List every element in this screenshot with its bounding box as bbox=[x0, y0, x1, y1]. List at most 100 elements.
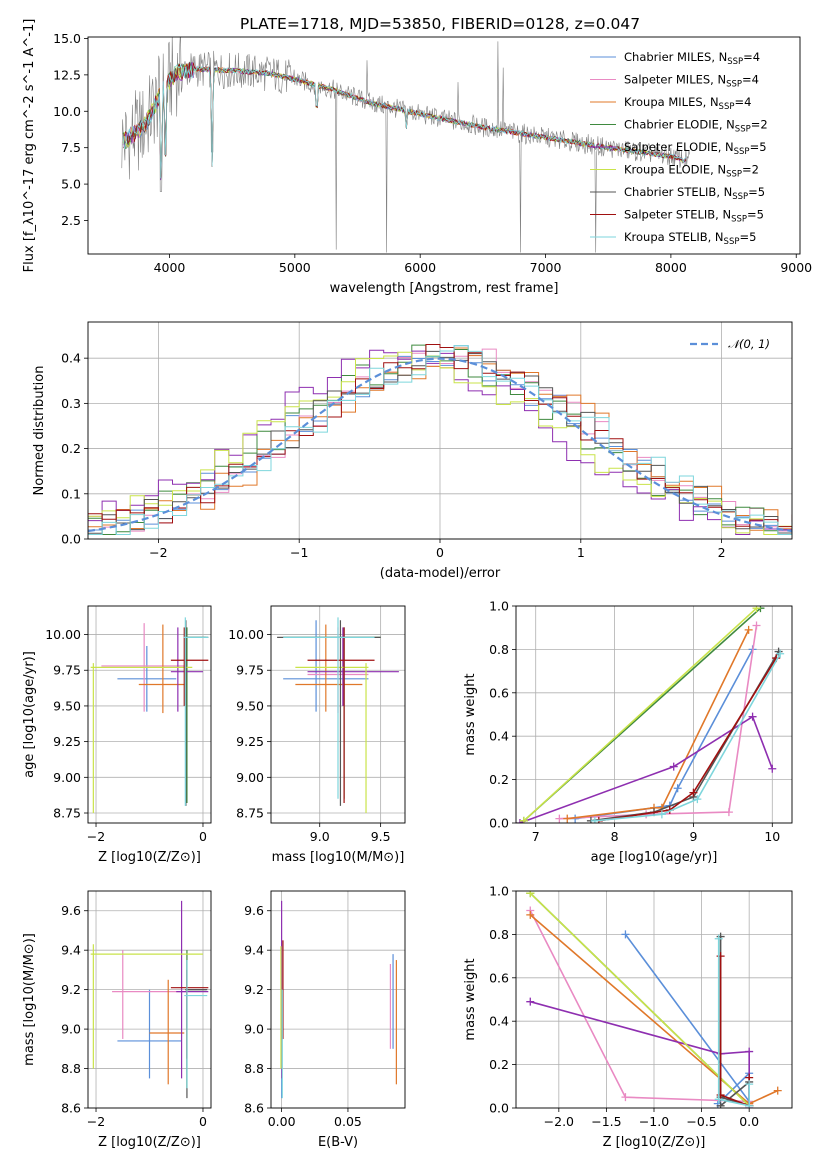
weight-point-4 bbox=[526, 997, 535, 1006]
model-spectrum-8 bbox=[122, 63, 687, 179]
x-tick-label: −2.0 bbox=[544, 1114, 574, 1129]
weight-point-0 bbox=[673, 784, 682, 793]
weight-point-8 bbox=[745, 1101, 754, 1108]
plot-area bbox=[90, 900, 209, 1099]
weight-line-1 bbox=[559, 625, 758, 820]
y-tick-label: 9.25 bbox=[53, 734, 81, 749]
x-tick-label: 0.0 bbox=[739, 1114, 759, 1129]
axes-border bbox=[87, 321, 793, 540]
legend: Chabrier MILES, NSSP=4 Salpeter MILES, NS… bbox=[590, 50, 768, 247]
x-axis-label: Z [log10(Z/Z⊙)] bbox=[603, 1135, 706, 1150]
weight-line-5 bbox=[529, 892, 750, 1107]
legend-entry: Salpeter ELODIE, NSSP=5 bbox=[624, 140, 767, 157]
axes-frame: 7 8 9 10 0.0 0.2 0.4 0.6 0.8 1.0 age [log10(age/yr… bbox=[463, 599, 793, 865]
observed-spectrum bbox=[121, 37, 690, 253]
weight-point-4 bbox=[768, 764, 777, 773]
y-tick-label: 9.75 bbox=[236, 663, 264, 678]
y-tick-label: 12.5 bbox=[53, 67, 81, 82]
x-tick-label: 0 bbox=[199, 829, 207, 844]
y-tick-label: 9.00 bbox=[236, 770, 264, 785]
axes-border bbox=[87, 605, 212, 824]
x-tick-label: 4000 bbox=[154, 260, 186, 275]
x-tick-label: 6000 bbox=[404, 260, 436, 275]
weight-point-5 bbox=[526, 891, 535, 898]
legend: 𝒩(0, 1) bbox=[690, 337, 770, 351]
gaussian-curve bbox=[88, 357, 792, 533]
x-tick-label: 7000 bbox=[530, 260, 562, 275]
model-spectrum-2 bbox=[122, 64, 687, 178]
y-tick-label: 9.75 bbox=[53, 663, 81, 678]
weight-point-1 bbox=[555, 814, 564, 823]
x-tick-label: −1.5 bbox=[591, 1114, 621, 1129]
x-tick-label: −2 bbox=[87, 829, 105, 844]
axes-border bbox=[270, 890, 406, 1109]
legend-entry: Salpeter MILES, NSSP=4 bbox=[624, 73, 759, 90]
y-tick-label: 10.00 bbox=[45, 627, 81, 642]
y-tick-label: 9.0 bbox=[244, 1022, 264, 1037]
legend-entry: Chabrier STELIB, NSSP=5 bbox=[624, 185, 765, 202]
axes-frame: 4000 5000 6000 7000 8000 9000 2.5 5.0 7.5 10.0 12.… bbox=[22, 19, 812, 296]
x-tick-label: 1 bbox=[577, 545, 585, 560]
y-tick-label: 9.0 bbox=[61, 1022, 81, 1037]
weight-point-5 bbox=[519, 816, 528, 823]
x-tick-label: 9000 bbox=[780, 260, 812, 275]
y-tick-label: 8.8 bbox=[61, 1061, 81, 1076]
weight-point-7 bbox=[689, 788, 698, 797]
panel-spectrum: 4000 5000 6000 7000 8000 9000 2.5 5.0 7.5 10.0 12.… bbox=[22, 19, 812, 296]
panel-weight_vs_age: 7 8 9 10 0.0 0.2 0.4 0.6 0.8 1.0 age [log10(age/yr… bbox=[463, 599, 793, 865]
y-tick-label: 5.0 bbox=[61, 177, 81, 192]
y-tick-label: 0.4 bbox=[61, 351, 81, 366]
y-axis-label: Flux [f_λ10^-17 erg cm^-2 s^-1 A^-1] bbox=[22, 19, 37, 273]
weight-point-0 bbox=[621, 930, 630, 939]
weight-point-8 bbox=[590, 816, 599, 823]
weight-line-2 bbox=[529, 914, 779, 1105]
weight-line-2 bbox=[567, 629, 750, 820]
figure-title: PLATE=1718, MJD=53850, FIBERID=0128, z=0… bbox=[240, 15, 640, 33]
weight-point-1 bbox=[752, 621, 761, 630]
y-tick-label: 0.6 bbox=[489, 970, 509, 985]
y-tick-label: 9.6 bbox=[61, 903, 81, 918]
weight-line-8 bbox=[594, 653, 781, 822]
weight-point-2 bbox=[773, 1086, 782, 1095]
x-tick-label: 7 bbox=[532, 829, 540, 844]
y-tick-label: 9.2 bbox=[244, 982, 264, 997]
plot-area bbox=[121, 37, 690, 253]
x-tick-label: 9 bbox=[689, 829, 697, 844]
y-tick-label: 15.0 bbox=[53, 31, 81, 46]
y-tick-label: 0.6 bbox=[489, 685, 509, 700]
panel-age_vs_mass: 9.0 9.5 8.75 9.00 9.25 9.50 9.75 10.00 mass [log… bbox=[228, 605, 406, 865]
x-tick-label: 8 bbox=[611, 829, 619, 844]
weight-point-8 bbox=[714, 1095, 723, 1104]
weight-line-7 bbox=[598, 657, 777, 822]
panel-age_vs_z: −2 0 8.75 9.00 9.25 9.50 9.75 10.00 Z [log10(Z/Z… bbox=[22, 605, 212, 865]
y-tick-label: 8.6 bbox=[61, 1101, 81, 1116]
x-axis-label: E(B-V) bbox=[318, 1135, 358, 1150]
weight-line-8 bbox=[717, 938, 750, 1107]
axes-border bbox=[87, 36, 801, 255]
legend-entry: Salpeter STELIB, NSSP=5 bbox=[624, 208, 764, 225]
x-axis-label: wavelength [Angstrom, rest frame] bbox=[330, 281, 559, 296]
grid bbox=[271, 891, 405, 1109]
y-tick-label: 0.3 bbox=[61, 396, 81, 411]
x-axis-label: age [log10(age/yr)] bbox=[591, 850, 718, 865]
y-tick-label: 0.4 bbox=[489, 1014, 509, 1029]
weight-point-8 bbox=[776, 649, 785, 658]
x-tick-label: −2 bbox=[149, 545, 167, 560]
y-axis-label: mass [log10(M/M⊙)] bbox=[22, 933, 37, 1066]
y-axis-label: mass weight bbox=[463, 958, 478, 1040]
plot-area bbox=[280, 900, 397, 1099]
y-tick-label: 0.1 bbox=[61, 486, 81, 501]
y-tick-label: 1.0 bbox=[489, 884, 509, 899]
y-axis-label: Normed distribution bbox=[32, 366, 47, 496]
weight-point-1 bbox=[621, 1093, 630, 1102]
axes-frame: −2.0 −1.5 −1.0 −0.5 0.0 0.0 0.2 0.4 0.6 0.8 1.0 Z [… bbox=[463, 884, 793, 1150]
plot-area bbox=[516, 606, 785, 823]
weight-line-0 bbox=[624, 933, 750, 1105]
x-tick-label: −1.0 bbox=[639, 1114, 669, 1129]
axes-border bbox=[87, 890, 212, 1109]
x-tick-label: 0 bbox=[199, 1114, 207, 1129]
y-tick-label: 1.0 bbox=[489, 599, 509, 614]
grid bbox=[88, 606, 211, 823]
weight-point-2 bbox=[563, 814, 572, 823]
weight-point-8 bbox=[693, 795, 702, 804]
